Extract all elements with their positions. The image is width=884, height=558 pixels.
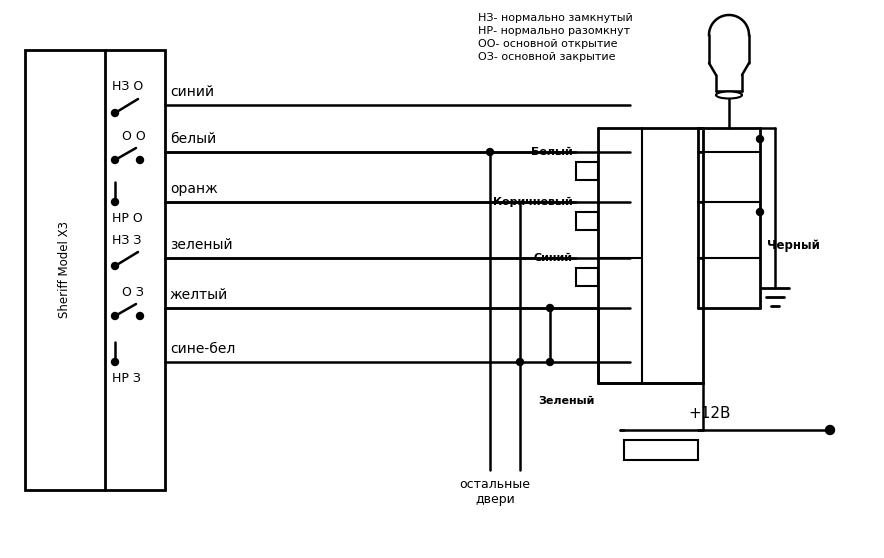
Circle shape: [546, 305, 553, 311]
Bar: [576, 162, 598, 180]
Text: О О: О О: [122, 129, 146, 142]
Text: зеленый: зеленый: [170, 238, 232, 252]
Text: ОЗ- основной закрытие: ОЗ- основной закрытие: [478, 52, 615, 62]
Text: Коричневый: Коричневый: [493, 197, 573, 207]
Text: О З: О З: [122, 286, 144, 299]
Ellipse shape: [716, 92, 742, 99]
Text: остальные: остальные: [460, 479, 530, 492]
Text: Sheriff Model X3: Sheriff Model X3: [58, 222, 72, 319]
Bar: [624, 440, 698, 460]
Circle shape: [111, 156, 118, 163]
Text: оранж: оранж: [170, 182, 217, 196]
Circle shape: [111, 262, 118, 270]
Text: Синий: Синий: [534, 253, 573, 263]
Text: ОО- основной открытие: ОО- основной открытие: [478, 39, 618, 49]
Bar: [576, 212, 598, 230]
Circle shape: [136, 156, 143, 163]
Circle shape: [486, 148, 493, 156]
Text: Зеленый: Зеленый: [538, 396, 595, 406]
Circle shape: [111, 199, 118, 205]
Circle shape: [111, 109, 118, 117]
Text: НР О: НР О: [112, 211, 142, 224]
Circle shape: [136, 312, 143, 320]
Text: желтый: желтый: [170, 288, 228, 302]
Bar: [576, 268, 598, 286]
Text: двери: двери: [475, 493, 514, 507]
Text: НЗ О: НЗ О: [112, 80, 143, 94]
Text: НР- нормально разомкнут: НР- нормально разомкнут: [478, 26, 630, 36]
Bar: [25, 50, 165, 490]
Circle shape: [111, 358, 118, 365]
Circle shape: [757, 209, 764, 215]
Text: +12В: +12В: [689, 406, 731, 421]
Text: Белый: Белый: [531, 147, 573, 157]
Circle shape: [516, 358, 523, 365]
Text: белый: белый: [170, 132, 217, 146]
Text: НР З: НР З: [112, 372, 141, 384]
Text: сине-бел: сине-бел: [170, 342, 235, 356]
Text: Черный: Черный: [767, 239, 819, 253]
Text: синий: синий: [170, 85, 214, 99]
Circle shape: [757, 136, 764, 142]
Circle shape: [111, 312, 118, 320]
Circle shape: [546, 358, 553, 365]
Text: НЗ- нормально замкнутый: НЗ- нормально замкнутый: [478, 13, 633, 23]
Text: НЗ З: НЗ З: [112, 233, 141, 247]
Circle shape: [826, 426, 834, 435]
